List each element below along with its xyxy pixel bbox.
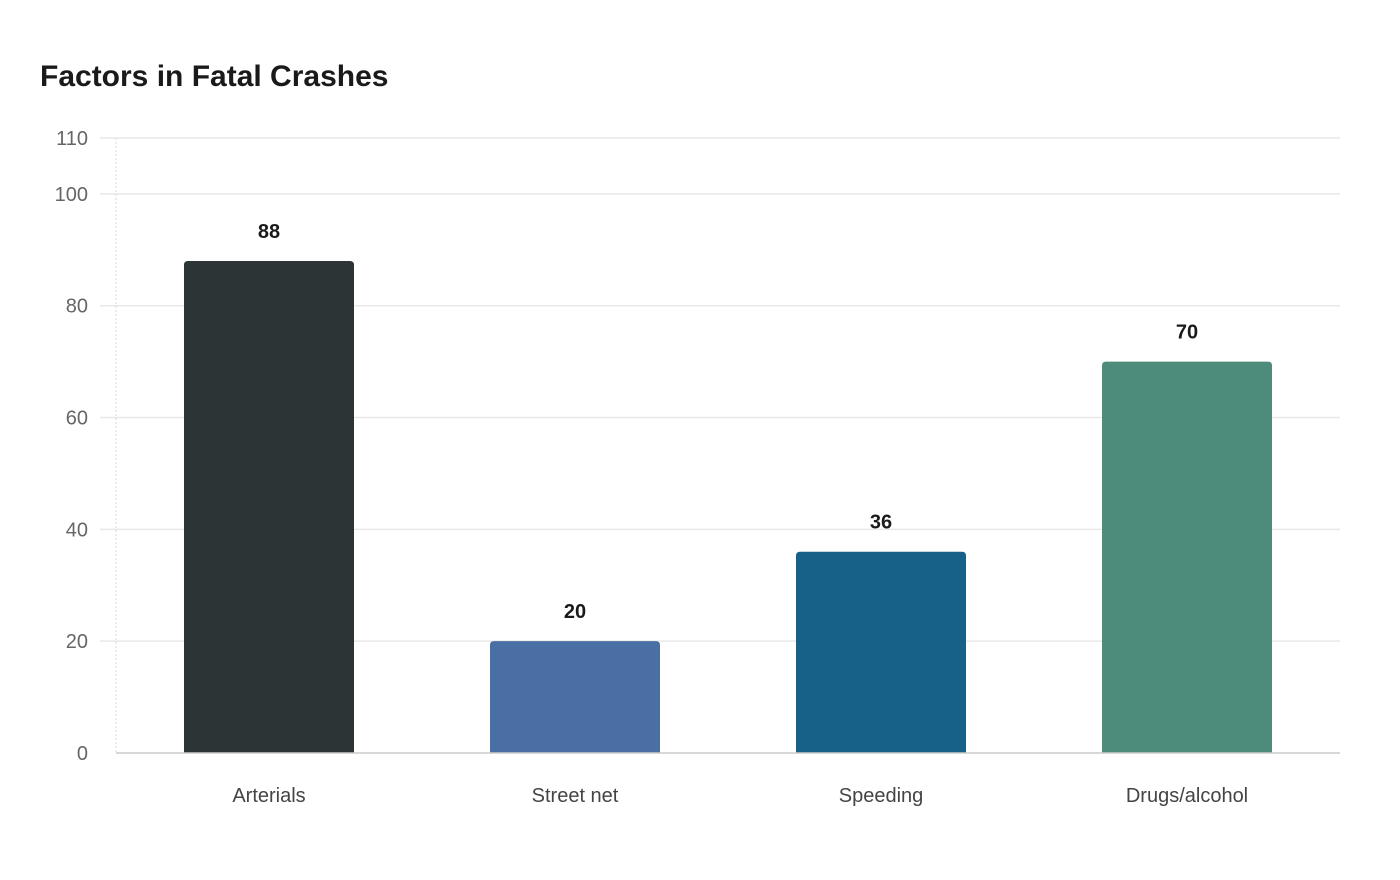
data-label: 88 [258,221,280,243]
bar-arterials [184,261,354,753]
bar-street-net [490,641,660,753]
x-tick-label: Street net [532,785,619,807]
y-tick-label: 20 [66,631,88,653]
y-tick-label: 110 [56,128,88,150]
y-tick-label: 60 [66,408,88,430]
bar-drugs-alcohol [1102,361,1272,753]
chart-title: Factors in Fatal Crashes [40,60,389,93]
y-tick-label: 0 [77,743,88,765]
x-tick-label: Arterials [232,785,305,807]
y-tick-label: 100 [55,184,88,206]
data-label: 36 [870,512,892,534]
x-tick-label: Drugs/alcohol [1126,785,1248,807]
y-tick-label: 80 [66,296,88,318]
x-tick-label: Speeding [839,785,924,807]
y-tick-label: 40 [66,519,88,541]
bar-speeding [796,551,966,753]
data-label: 20 [564,601,586,623]
data-label: 70 [1176,322,1198,344]
